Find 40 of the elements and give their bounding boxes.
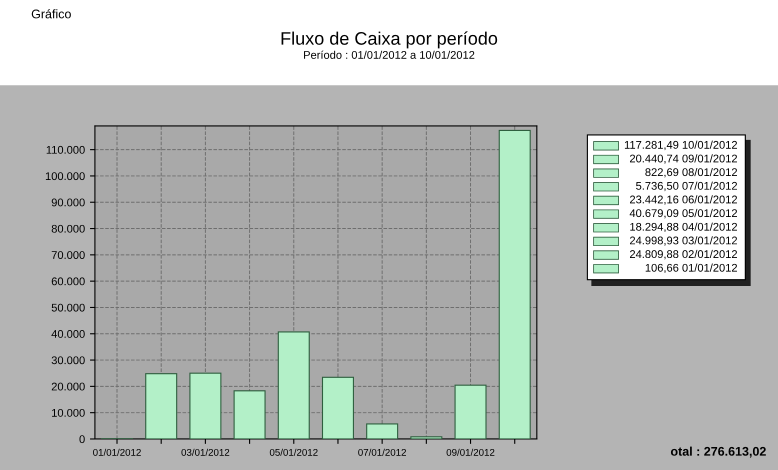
bar (454, 384, 487, 439)
x-tick-label: 03/01/2012 (181, 448, 230, 456)
y-tick-label: 70.000 (52, 251, 85, 259)
y-tick-label: 80.000 (52, 224, 85, 233)
x-tick-label: 05/01/2012 (270, 448, 318, 456)
y-tick-label: 30.000 (52, 356, 85, 364)
y-tick-label: 50.000 (52, 304, 85, 312)
text: 24.809,88 02/01/2012 (630, 250, 737, 260)
text: 40.679,09 05/01/2012 (630, 208, 737, 218)
text: 822,69 08/01/2012 (645, 168, 737, 178)
y-tick-label: 40.000 (51, 330, 85, 338)
text: Gráfico (32, 9, 71, 18)
y-tick-label: 20.000 (52, 382, 85, 391)
bar (278, 331, 310, 439)
bar (189, 372, 222, 439)
y-tick-label: 100.000 (46, 172, 85, 180)
text: 23.442,16 06/01/2012 (630, 195, 737, 205)
bar (145, 373, 178, 439)
x-tick-label: 01/01/2012 (93, 448, 141, 456)
bar (498, 130, 531, 439)
y-tick-label: 0 (79, 435, 85, 444)
text: 117.281,49 10/01/2012 (624, 140, 737, 150)
text: 20.440,74 09/01/2012 (630, 154, 737, 164)
text: 5.736,50 07/01/2012 (636, 182, 737, 192)
y-tick-label: 90.000 (52, 198, 85, 206)
text: otal : 276.613,02 (670, 446, 766, 458)
bar (322, 376, 354, 439)
chart-title: Fluxo de Caixa por período (282, 31, 498, 48)
bar (366, 423, 398, 439)
y-tick-label: 60.000 (52, 277, 85, 286)
x-tick-label: 07/01/2012 (358, 448, 406, 456)
bar (410, 436, 442, 439)
chart-subtitle: Período : 01/01/2012 a 10/01/2012 (304, 50, 474, 59)
y-tick-label: 10.000 (52, 408, 85, 417)
text: 24.998,93 03/01/2012 (630, 236, 737, 246)
y-tick-label: 110.000 (46, 146, 85, 154)
bar (234, 390, 266, 439)
text: 18.294,88 04/01/2012 (630, 222, 737, 232)
text: 106,66 01/01/2012 (646, 264, 737, 274)
x-tick-label: 09/01/2012 (446, 448, 494, 456)
